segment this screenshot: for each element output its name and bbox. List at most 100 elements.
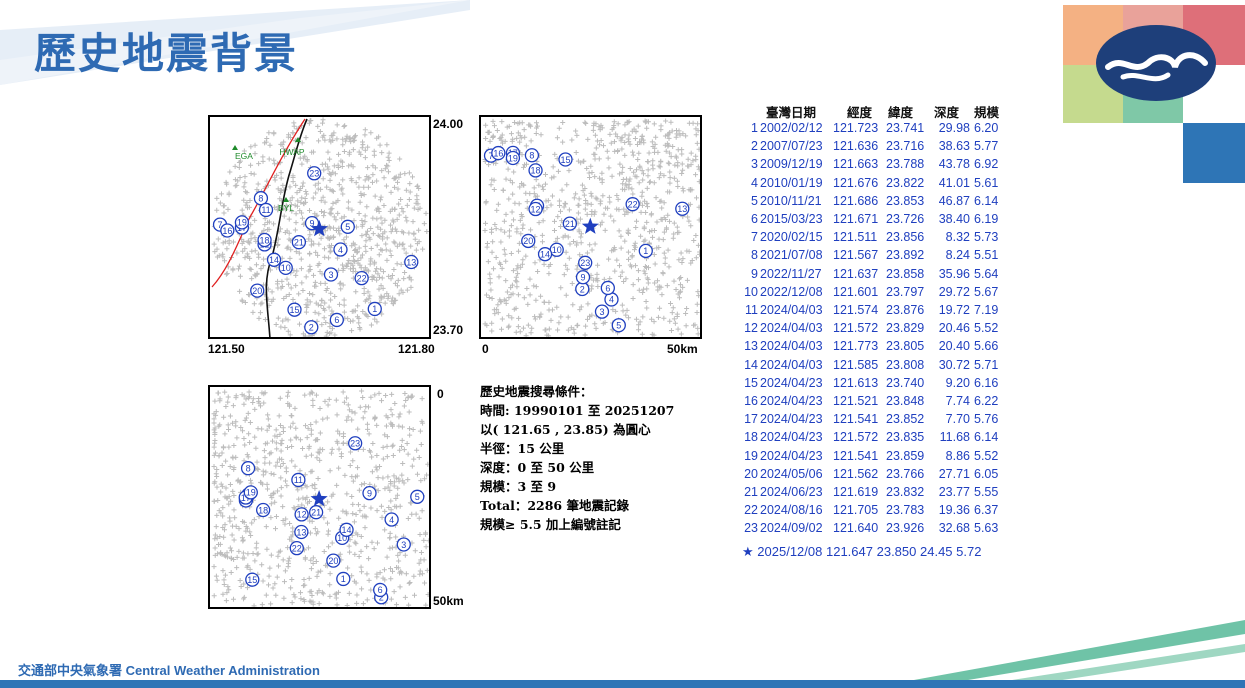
event-marker: 6 [600, 280, 615, 296]
cell-idx: 18 [744, 430, 758, 445]
cell-depth: 41.01 [938, 175, 970, 190]
svg-text:1: 1 [643, 246, 648, 256]
cell-idx: 7 [751, 230, 758, 245]
cell-date: 2024/04/23 [760, 375, 823, 390]
event-marker: 2 [575, 281, 590, 297]
epicenter-map-panel: EGAHWAPBYL123456789101112131415161718192… [208, 115, 431, 339]
page-title: 歷史地震背景 [34, 29, 299, 78]
svg-text:13: 13 [406, 257, 416, 267]
cell-mag: 5.76 [974, 412, 999, 427]
event-marker: 12 [528, 201, 543, 217]
event-marker: 1 [336, 571, 351, 587]
cell-depth: 32.68 [938, 521, 970, 536]
cell-depth: 30.72 [938, 357, 970, 372]
cell-depth: 19.72 [938, 303, 970, 317]
station-label: HWAP [279, 147, 305, 157]
svg-text:23: 23 [580, 258, 590, 268]
cell-lon: 121.636 [833, 139, 879, 154]
station-label: EGA [235, 151, 253, 161]
svg-text:7: 7 [489, 151, 494, 161]
cell-mag: 6.20 [974, 121, 999, 135]
cell-mag: 6.22 [974, 394, 999, 408]
svg-text:8: 8 [258, 194, 263, 204]
svg-text:20: 20 [328, 556, 338, 566]
cell-date: 2024/05/06 [760, 466, 823, 481]
cell-idx: 12 [744, 321, 758, 336]
header-depth: 深度 [934, 105, 960, 120]
event-marker: 13 [404, 254, 419, 270]
svg-text:23: 23 [350, 439, 360, 449]
cell-depth: 7.74 [945, 394, 970, 408]
cell-lon: 121.619 [833, 485, 879, 499]
cell-lon: 121.686 [833, 193, 879, 208]
cell-depth: 29.72 [938, 284, 970, 299]
event-marker: 19 [505, 150, 521, 166]
event-marker: 1 [367, 301, 382, 317]
cell-depth: 20.40 [938, 339, 970, 354]
cell-date: 2022/12/08 [760, 284, 823, 299]
cell-depth: 43.78 [938, 157, 970, 172]
event-marker: 2 [304, 320, 319, 335]
event-marker: 21 [291, 235, 307, 250]
header-date: 臺灣日期 [766, 105, 817, 120]
svg-text:9: 9 [367, 488, 372, 498]
cell-lon: 121.585 [833, 357, 879, 372]
conditions-magnitude: 規模：3 至 9 [480, 479, 557, 494]
cell-lat: 23.822 [886, 175, 925, 190]
event-marker: 20 [250, 283, 265, 298]
cell-depth: 27.71 [938, 466, 970, 481]
cell-mag: 6.19 [974, 212, 999, 226]
cell-lat: 23.848 [886, 394, 925, 408]
cell-depth: 8.86 [945, 448, 970, 463]
event-marker: 5 [611, 318, 626, 333]
event-marker: 20 [521, 233, 536, 249]
event-marker: 3 [594, 304, 610, 319]
cell-lon: 121.773 [833, 339, 879, 354]
cell-idx: 4 [751, 175, 758, 190]
current-lat: 23.850 [876, 544, 917, 559]
cell-lat: 23.876 [886, 303, 925, 317]
cell-idx: 6 [751, 212, 758, 226]
cell-date: 2024/04/23 [760, 394, 823, 408]
cell-lon: 121.572 [833, 430, 879, 445]
conditions-note: 規模≥ 5.5 加上編號註記 [480, 517, 621, 532]
cell-depth: 35.96 [938, 266, 970, 281]
cell-date: 2010/11/21 [760, 193, 822, 208]
current-depth: 24.45 [920, 544, 953, 559]
ns-section-panel: 1234567891011121314151617181920212223 [208, 385, 431, 609]
svg-text:18: 18 [531, 166, 541, 176]
fault-line [211, 118, 306, 288]
search-conditions: 歷史地震搜尋條件： 時間: 19990101 至 20251207 以( 121… [480, 382, 674, 534]
cell-mag: 5.77 [974, 139, 999, 154]
svg-text:14: 14 [540, 249, 550, 259]
map-lat-top-label: 24.00 [433, 117, 464, 131]
station-icon [283, 197, 289, 202]
cell-depth: 19.36 [938, 503, 970, 518]
svg-text:21: 21 [565, 219, 575, 229]
cell-lat: 23.741 [886, 121, 925, 135]
cell-depth: 29.98 [938, 121, 970, 135]
cell-date: 2010/01/19 [760, 175, 823, 190]
star-icon: ★ [742, 544, 754, 559]
cell-depth: 20.46 [938, 321, 970, 336]
svg-text:3: 3 [599, 307, 604, 317]
cell-depth: 8.32 [945, 230, 970, 245]
cell-mag: 5.52 [974, 321, 999, 336]
cell-date: 2015/03/23 [760, 212, 823, 226]
event-marker: 16 [491, 145, 506, 161]
cell-mag: 5.61 [974, 175, 999, 190]
cell-mag: 6.05 [974, 466, 999, 481]
cell-date: 2022/11/27 [760, 266, 822, 281]
cell-lat: 23.835 [886, 430, 925, 445]
svg-text:13: 13 [677, 204, 687, 214]
svg-text:19: 19 [237, 218, 247, 228]
map-lon-left-label: 121.50 [208, 342, 245, 356]
cell-lat: 23.853 [886, 193, 925, 208]
event-marker: 4 [604, 292, 619, 307]
cell-depth: 23.77 [938, 485, 970, 499]
cell-mag: 6.14 [974, 430, 999, 445]
svg-text:19: 19 [508, 153, 518, 163]
svg-text:9: 9 [581, 273, 586, 283]
svg-text:21: 21 [311, 508, 321, 518]
svg-text:10: 10 [281, 263, 291, 273]
